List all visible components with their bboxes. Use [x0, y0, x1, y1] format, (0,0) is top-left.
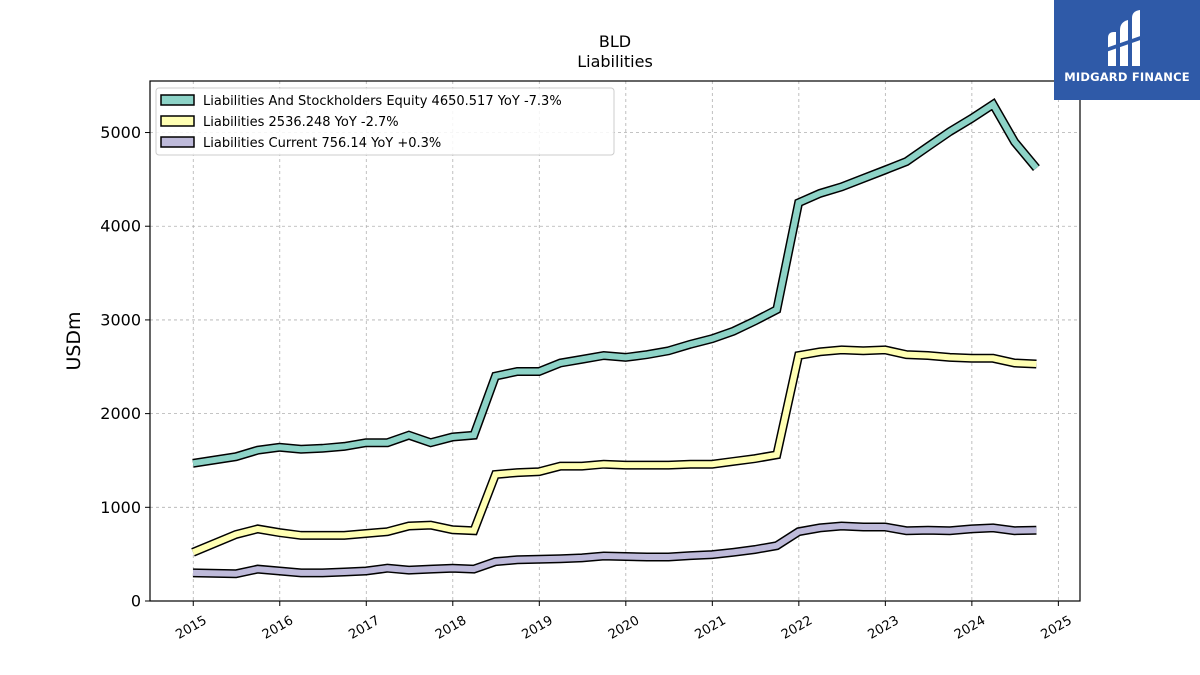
- legend-swatch: [160, 115, 195, 127]
- x-tick-label: 2022: [779, 613, 815, 643]
- x-tick-label: 2018: [433, 613, 469, 643]
- legend-label: Liabilities 2536.248 YoY -2.7%: [203, 115, 399, 130]
- series-lines: [191, 98, 1040, 579]
- chart-subtitle: Liabilities: [577, 52, 653, 71]
- series-line-1: [191, 346, 1037, 556]
- series-line-0: [192, 100, 1039, 467]
- midgard-logo-icon: [1106, 10, 1146, 66]
- plot-frame: [149, 80, 1081, 602]
- chart-title: BLD: [599, 32, 631, 51]
- grid: [150, 81, 1080, 601]
- series-line-2: [192, 522, 1037, 577]
- x-tick-label: 2019: [519, 613, 555, 643]
- legend-swatch: [160, 136, 195, 148]
- y-tick-label: 4000: [100, 217, 141, 236]
- y-tick-label: 1000: [100, 498, 141, 517]
- y-tick-label: 5000: [100, 123, 141, 142]
- axis-ticks: 0 1000 2000 3000 4000 5000 2015 2016 2017 2018 201…: [100, 123, 1074, 643]
- y-tick-label: 2000: [100, 404, 141, 423]
- legend-swatch: [160, 94, 195, 106]
- y-axis-label: USDm: [63, 311, 85, 370]
- x-tick-label: 2017: [346, 613, 382, 643]
- legend: Liabilities And Stockholders Equity 4650…: [155, 87, 615, 156]
- x-tick-label: 2024: [952, 613, 988, 643]
- x-tick-label: 2021: [692, 613, 728, 643]
- x-tick-label: 2025: [1039, 613, 1075, 643]
- legend-label: Liabilities And Stockholders Equity 4650…: [203, 94, 562, 109]
- y-tick-label: 3000: [100, 310, 141, 329]
- brand-logo: MIDGARD FINANCE: [1054, 0, 1200, 100]
- y-tick-label: 0: [131, 592, 141, 611]
- x-tick-label: 2015: [173, 613, 209, 643]
- legend-label: Liabilities Current 756.14 YoY +0.3%: [203, 136, 441, 151]
- x-tick-label: 2020: [606, 613, 642, 643]
- legend-box: [155, 87, 615, 156]
- brand-logo-text: MIDGARD FINANCE: [1064, 70, 1190, 84]
- x-tick-label: 2023: [866, 613, 902, 643]
- x-tick-label: 2016: [260, 613, 296, 643]
